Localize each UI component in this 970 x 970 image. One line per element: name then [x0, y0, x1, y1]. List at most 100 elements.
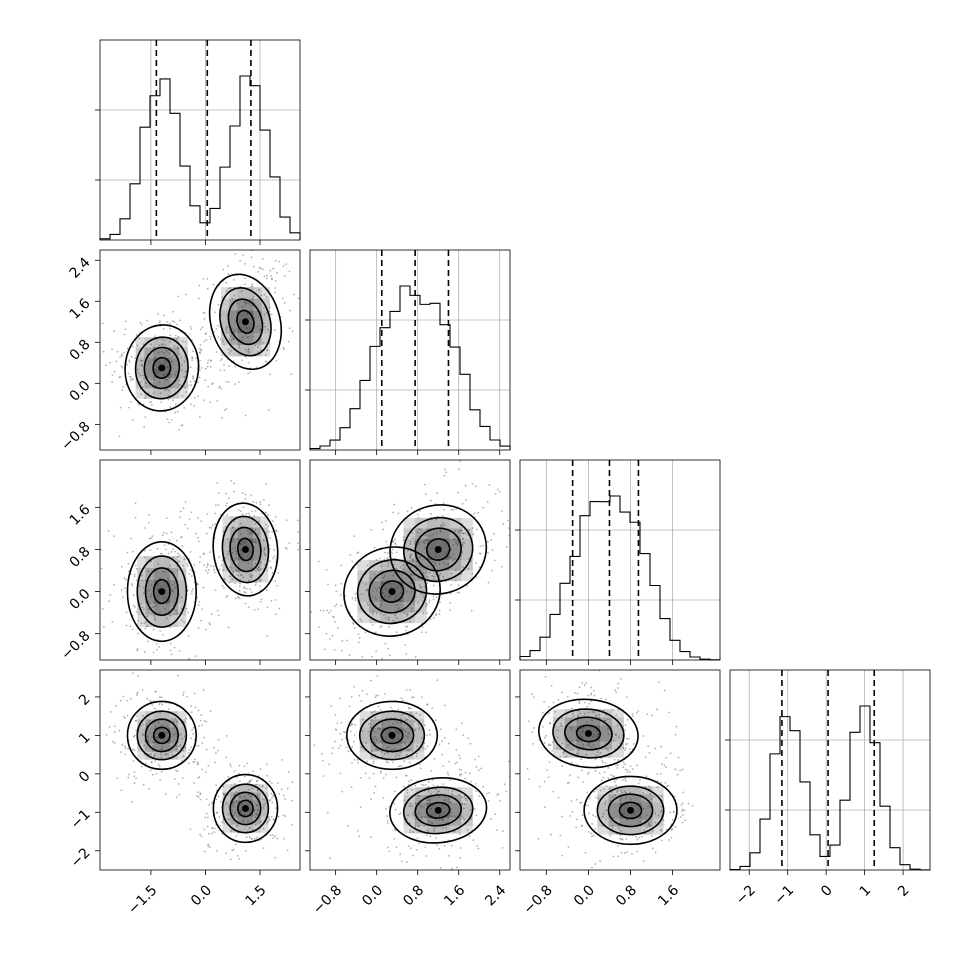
scatter-point — [387, 616, 390, 619]
density-cell — [612, 709, 624, 718]
scatter-point — [233, 278, 235, 281]
density-cell — [145, 735, 154, 744]
scatter-point — [228, 575, 231, 578]
y-tick-label: −0.8 — [58, 628, 93, 663]
density-cell — [415, 810, 427, 819]
scatter-point — [127, 562, 130, 565]
density-cell — [161, 347, 171, 358]
scatter-point — [461, 796, 463, 799]
scatter-point — [466, 828, 469, 831]
scatter-point — [205, 339, 208, 341]
scatter-point — [593, 694, 596, 697]
scatter-point — [346, 639, 349, 642]
scatter-point — [654, 667, 656, 669]
scatter-point — [210, 527, 213, 529]
scatter-point — [213, 571, 216, 574]
density-cell — [237, 808, 246, 817]
scatter-point — [412, 558, 415, 561]
scatter-point — [567, 744, 569, 747]
density-cell — [392, 743, 403, 752]
scatter-point — [222, 569, 224, 572]
scatter-point — [146, 640, 149, 643]
scatter-point — [338, 697, 341, 700]
density-cell — [449, 538, 462, 550]
scatter-point — [52, 339, 54, 341]
scatter-point — [141, 574, 143, 577]
scatter-point — [379, 771, 382, 774]
scatter-point — [411, 531, 414, 534]
density-cell — [237, 571, 246, 583]
scatter-point — [169, 334, 172, 337]
scatter-point — [391, 552, 393, 555]
density-peak — [241, 804, 249, 812]
panel-content — [313, 674, 510, 870]
scatter-point — [479, 552, 482, 555]
scatter-point — [186, 695, 189, 698]
scatter-point — [252, 770, 254, 773]
scatter-point — [667, 784, 670, 787]
scatter-point — [611, 827, 614, 830]
scatter-point — [546, 769, 549, 772]
x-tick-label: −0.8 — [310, 882, 345, 917]
scatter-point — [432, 584, 435, 587]
scatter-point — [214, 589, 217, 592]
scatter-point — [132, 378, 134, 381]
scatter-point — [198, 561, 201, 564]
scatter-point — [648, 785, 651, 788]
scatter-point — [628, 748, 631, 750]
scatter-point — [541, 711, 544, 714]
scatter-point — [639, 778, 641, 781]
scatter-point — [405, 719, 408, 722]
scatter-point — [393, 503, 395, 506]
density-cell — [608, 810, 620, 819]
scatter-point — [430, 793, 432, 795]
scatter-point — [620, 789, 623, 792]
x-tick-label: 0.8 — [613, 882, 640, 909]
contour-line — [414, 794, 463, 827]
scatter-point — [265, 787, 267, 790]
scatter-point — [268, 780, 271, 783]
scatter-point — [294, 234, 296, 236]
scatter-point — [261, 268, 264, 271]
scatter-point — [349, 553, 352, 556]
scatter-point — [192, 377, 194, 380]
scatter-point — [250, 576, 253, 579]
scatter-point — [468, 835, 471, 837]
scatter-point — [591, 822, 593, 825]
scatter-point — [149, 549, 152, 552]
scatter-point — [211, 382, 214, 385]
scatter-point — [223, 587, 225, 589]
scatter-point — [429, 835, 432, 838]
scatter-point — [453, 830, 456, 833]
scatter-point — [211, 383, 213, 386]
scatter-point — [160, 401, 162, 403]
scatter-point — [471, 572, 474, 575]
density-cell — [253, 333, 262, 345]
scatter-point — [259, 768, 262, 770]
scatter-point — [557, 796, 560, 799]
scatter-point — [275, 530, 278, 533]
scatter-point — [587, 771, 590, 774]
scatter-point — [343, 731, 345, 733]
scatter-point — [155, 643, 158, 645]
scatter-point — [460, 529, 463, 532]
scatter-point — [287, 340, 290, 343]
scatter-point — [335, 590, 338, 593]
scatter-point — [439, 601, 441, 604]
density-cell — [380, 570, 393, 582]
scatter-point — [425, 602, 428, 605]
density-cell — [144, 367, 154, 379]
density-cell — [403, 560, 416, 571]
scatter-point — [681, 814, 684, 816]
scatter-point — [214, 761, 216, 764]
scatter-point — [418, 510, 421, 512]
scatter-point — [164, 548, 167, 551]
scatter-point — [198, 376, 201, 379]
scatter-point — [371, 655, 373, 658]
scatter-point — [140, 602, 142, 605]
scatter-point — [227, 805, 230, 808]
density-cell — [153, 603, 162, 616]
density-cell — [161, 357, 171, 368]
scatter-point — [198, 725, 201, 727]
scatter-point — [328, 857, 331, 860]
